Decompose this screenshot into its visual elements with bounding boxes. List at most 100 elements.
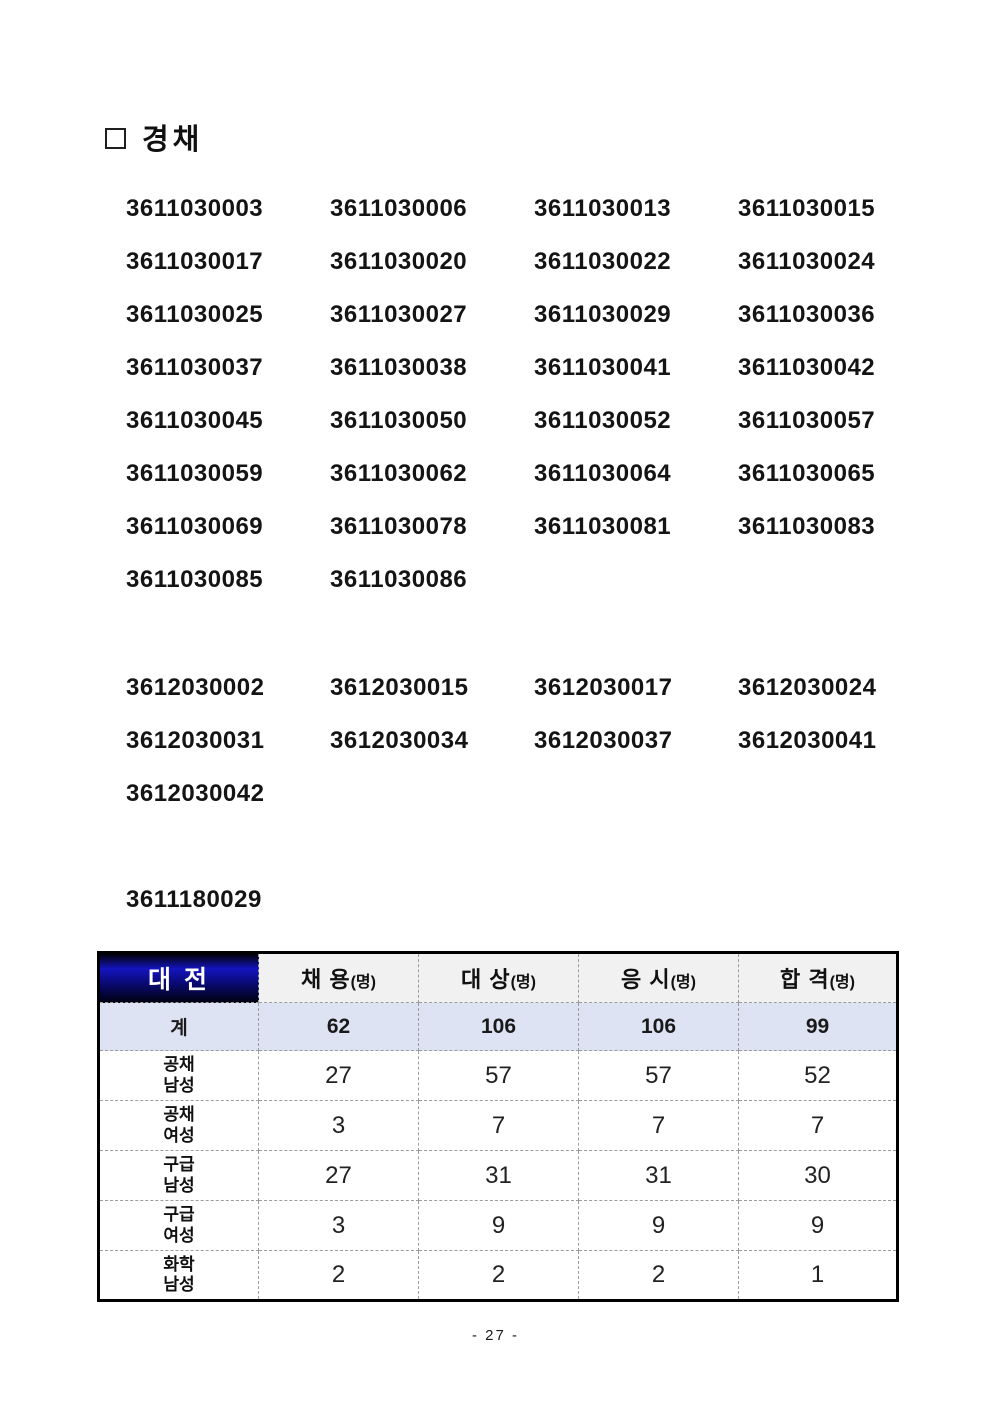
- table-cell: 27: [258, 1150, 419, 1201]
- row-label-line: 여성: [163, 1125, 195, 1145]
- applicant-number: 3611030069: [126, 512, 264, 540]
- table-cell: 62: [258, 1002, 419, 1051]
- applicant-number: 3611030065: [738, 459, 876, 487]
- applicant-number: 3611030029: [534, 300, 672, 328]
- applicant-number: 3611030015: [738, 194, 876, 222]
- column-header-applied: 응 시(명): [578, 952, 739, 1003]
- applicant-number: 3611030042: [738, 353, 876, 381]
- applicant-number: 3611030045: [126, 406, 264, 434]
- applicant-number: 3611030017: [126, 247, 264, 275]
- page-number: - 27 -: [471, 1327, 519, 1344]
- unit-suffix: (명): [670, 974, 696, 991]
- row-label-line: 남성: [163, 1075, 195, 1095]
- column-header-label: 합 격: [780, 967, 830, 992]
- applicant-number: 3611030038: [330, 353, 468, 381]
- table-cell: 27: [258, 1050, 419, 1101]
- row-label-line: 여성: [163, 1225, 195, 1245]
- applicant-number: 3611180029: [126, 885, 262, 913]
- applicant-number: 3612030037: [534, 726, 673, 754]
- column-header-passed: 합 격(명): [738, 952, 898, 1003]
- applicant-number: 3612030034: [330, 726, 469, 754]
- applicant-number: 3611030013: [534, 194, 672, 222]
- table-cell: 9: [578, 1200, 739, 1251]
- applicant-number: 3611030006: [330, 194, 468, 222]
- row-label: 화학 남성: [98, 1250, 259, 1301]
- applicant-number: 3611030050: [330, 406, 468, 434]
- table-cell: 1: [738, 1250, 898, 1301]
- table-cell: 57: [418, 1050, 579, 1101]
- applicant-number: 3611030064: [534, 459, 672, 487]
- table-cell: 31: [578, 1150, 739, 1201]
- table-cell: 7: [418, 1100, 579, 1151]
- applicant-number: 3612030041: [738, 726, 877, 754]
- row-label-line: 공채: [163, 1105, 195, 1125]
- row-label-line: 남성: [163, 1175, 195, 1195]
- table-cell: 106: [578, 1002, 739, 1051]
- applicant-number: 3612030017: [534, 673, 673, 701]
- table-cell: 3: [258, 1200, 419, 1251]
- applicant-number: 3612030002: [126, 673, 265, 701]
- table-cell: 106: [418, 1002, 579, 1051]
- applicant-number: 3611030041: [534, 353, 672, 381]
- applicant-number: 3611030022: [534, 247, 672, 275]
- applicant-number: 3611030057: [738, 406, 876, 434]
- row-label: 구급 여성: [98, 1200, 259, 1251]
- table-cell: 57: [578, 1050, 739, 1101]
- applicant-number: 3611030083: [738, 512, 876, 540]
- applicant-number: 3611030052: [534, 406, 672, 434]
- table-header-row: 대 전 채 용(명) 대 상(명) 응 시(명) 합 격(명): [98, 952, 898, 1003]
- table-cell: 9: [738, 1200, 898, 1251]
- row-label: 공채 여성: [98, 1100, 259, 1151]
- applicant-number: 3611030086: [330, 565, 468, 593]
- row-label: 구급 남성: [98, 1150, 259, 1201]
- table-row: 구급 여성 3 9 9 9: [98, 1200, 898, 1251]
- applicant-number: 3612030024: [738, 673, 877, 701]
- table-cell: 7: [578, 1100, 739, 1151]
- table-row: 구급 남성 27 31 31 30: [98, 1150, 898, 1201]
- table-cell: 9: [418, 1200, 579, 1251]
- table-cell: 31: [418, 1150, 579, 1201]
- checkbox-icon: [105, 127, 126, 149]
- row-label-line: 구급: [163, 1155, 195, 1175]
- unit-suffix: (명): [350, 974, 376, 991]
- section-title: 경채: [105, 118, 991, 156]
- table-cell: 3: [258, 1100, 419, 1151]
- applicant-number: 3611030036: [738, 300, 876, 328]
- applicant-number-grid-2: 3612030002 3612030015 3612030017 3612030…: [126, 661, 991, 820]
- table-cell: 99: [738, 1002, 898, 1051]
- table-cell: 52: [738, 1050, 898, 1101]
- applicant-number: 3612030031: [126, 726, 265, 754]
- row-label: 공채 남성: [98, 1050, 259, 1101]
- table-row: 화학 남성 2 2 2 1: [98, 1250, 898, 1301]
- column-header-eligible: 대 상(명): [418, 952, 579, 1003]
- results-table: 대 전 채 용(명) 대 상(명) 응 시(명) 합 격(명) 계 62 106…: [97, 951, 899, 1302]
- unit-suffix: (명): [829, 974, 855, 991]
- applicant-number: 3611030024: [738, 247, 876, 275]
- applicant-number: 3611030025: [126, 300, 264, 328]
- applicant-number: 3611030037: [126, 353, 264, 381]
- unit-suffix: (명): [510, 974, 536, 991]
- table-cell: 7: [738, 1100, 898, 1151]
- applicant-number: 3611030081: [534, 512, 672, 540]
- table-cell: 30: [738, 1150, 898, 1201]
- table-cell: 2: [578, 1250, 739, 1301]
- section-title-label: 경채: [142, 124, 204, 156]
- table-cell: 2: [258, 1250, 419, 1301]
- applicant-number: 3611030027: [330, 300, 468, 328]
- table-cell: 2: [418, 1250, 579, 1301]
- applicant-number-grid-3: 3611180029: [126, 873, 991, 926]
- row-label-line: 구급: [163, 1205, 195, 1225]
- applicant-number: 3611030085: [126, 565, 264, 593]
- column-header-label: 응 시: [621, 967, 671, 992]
- applicant-number: 3611030020: [330, 247, 468, 275]
- applicant-number: 3611030078: [330, 512, 468, 540]
- column-header-label: 채 용: [301, 967, 351, 992]
- column-header-recruited: 채 용(명): [258, 952, 419, 1003]
- column-header-label: 대 상: [461, 967, 511, 992]
- applicant-number-grid-1: 3611030003 3611030006 3611030013 3611030…: [126, 182, 991, 606]
- applicant-number: 3612030015: [330, 673, 469, 701]
- applicant-number: 3611030062: [330, 459, 468, 487]
- applicant-number: 3611030059: [126, 459, 264, 487]
- row-label-total: 계: [98, 1002, 259, 1051]
- table-row: 공채 남성 27 57 57 52: [98, 1050, 898, 1101]
